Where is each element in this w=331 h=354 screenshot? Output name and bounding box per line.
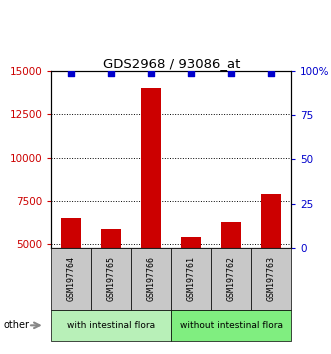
Point <box>229 70 234 75</box>
Text: GSM197762: GSM197762 <box>227 256 236 301</box>
Bar <box>141 88 161 331</box>
Bar <box>101 229 121 331</box>
Point <box>149 70 154 75</box>
Text: with intestinal flora: with intestinal flora <box>67 321 155 330</box>
Bar <box>61 218 81 331</box>
Text: GSM197761: GSM197761 <box>187 256 196 301</box>
Text: GSM197765: GSM197765 <box>107 256 116 301</box>
Text: other: other <box>3 320 29 330</box>
Text: GSM197764: GSM197764 <box>67 256 76 301</box>
Point <box>189 70 194 75</box>
Bar <box>221 222 241 331</box>
Text: GSM197763: GSM197763 <box>267 256 276 301</box>
Title: GDS2968 / 93086_at: GDS2968 / 93086_at <box>103 57 240 70</box>
Bar <box>181 238 201 331</box>
Text: GSM197766: GSM197766 <box>147 256 156 301</box>
Point <box>109 70 114 75</box>
Text: without intestinal flora: without intestinal flora <box>180 321 283 330</box>
Point <box>69 70 74 75</box>
Point <box>269 70 274 75</box>
Bar <box>261 194 281 331</box>
